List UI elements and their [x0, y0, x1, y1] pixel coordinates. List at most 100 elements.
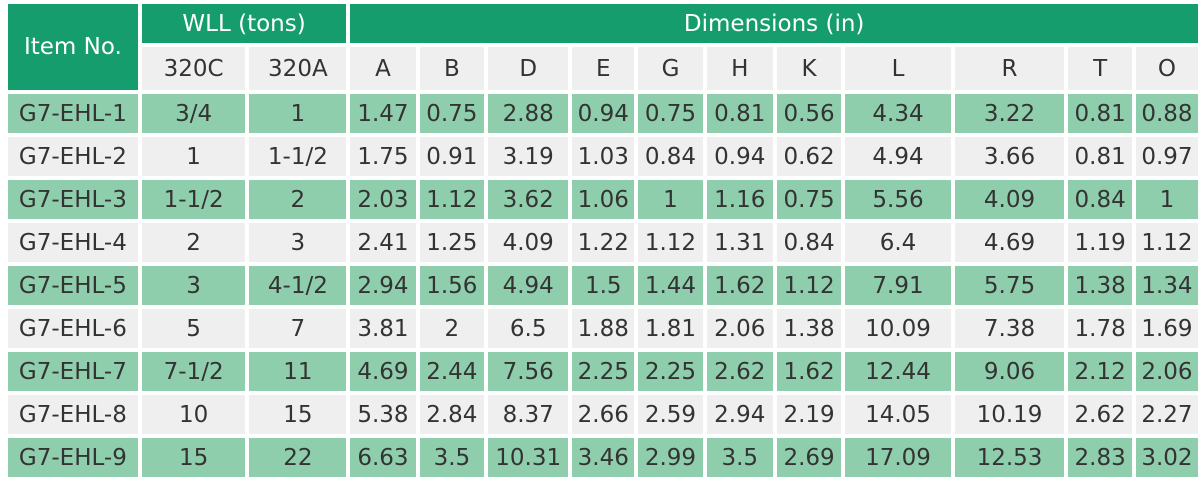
table-body: G7-EHL-1 3/4 1 1.47 0.75 2.88 0.94 0.75 0.81 0.56…	[8, 94, 1198, 477]
dimension-cell: 4.94	[845, 137, 951, 180]
dimension-cell: 4.94	[488, 266, 569, 309]
item-no-cell: G7-EHL-1	[8, 94, 138, 137]
dimension-cell: 6.63	[350, 438, 416, 477]
dimension-cell: 4.09	[488, 223, 569, 266]
table-row: G7-EHL-1 3/4 1 1.47 0.75 2.88 0.94 0.75 0.81 0.56…	[8, 94, 1198, 137]
dimension-cell: 4.34	[845, 94, 951, 137]
dimension-cell: 3.62	[488, 180, 569, 223]
dimension-cell: 0.84	[638, 137, 703, 180]
dimension-cell: 0.84	[776, 223, 842, 266]
table-row: G7-EHL-7 7-1/2 11 4.69 2.44 7.56 2.25 2.25 2.62 1…	[8, 352, 1198, 395]
dimension-cell: 5.38	[350, 395, 416, 438]
dimension-cell: 1	[1135, 180, 1198, 223]
table-row: G7-EHL-5 3 4-1/2 2.94 1.56 4.94 1.5 1.44 1.62 1.1…	[8, 266, 1198, 309]
wll-320a-cell: 3	[249, 223, 347, 266]
dimension-cell: 2.94	[350, 266, 416, 309]
table-row: G7-EHL-8 10 15 5.38 2.84 8.37 2.66 2.59 2.94 2.19…	[8, 395, 1198, 438]
dimension-cell: 1.22	[572, 223, 635, 266]
dimension-cell: 1.75	[350, 137, 416, 180]
dimension-cell: 3.5	[419, 438, 485, 477]
dimension-cell: 0.94	[706, 137, 773, 180]
dimension-cell: 0.75	[776, 180, 842, 223]
dimension-cell: 1.12	[638, 223, 703, 266]
wll-320c-cell: 10	[141, 395, 246, 438]
table-row: G7-EHL-4 2 3 2.41 1.25 4.09 1.22 1.12 1.31 0.84 6.…	[8, 223, 1198, 266]
dimension-cell: 7.56	[488, 352, 569, 395]
dim-col-header: B	[419, 47, 485, 94]
wll-320c-cell: 1	[141, 137, 246, 180]
wll-col-header: 320C	[141, 47, 246, 94]
wll-320a-cell: 2	[249, 180, 347, 223]
dim-col-header: K	[776, 47, 842, 94]
dimension-cell: 3.22	[954, 94, 1065, 137]
item-no-cell: G7-EHL-2	[8, 137, 138, 180]
dimension-cell: 1.44	[638, 266, 703, 309]
dimension-cell: 2.12	[1068, 352, 1132, 395]
dimension-cell: 17.09	[845, 438, 951, 477]
dimension-cell: 0.75	[638, 94, 703, 137]
dimension-cell: 1.31	[706, 223, 773, 266]
dimension-cell: 10.19	[954, 395, 1065, 438]
dimension-cell: 3.81	[350, 309, 416, 352]
dimension-cell: 1.81	[638, 309, 703, 352]
dimension-cell: 7.91	[845, 266, 951, 309]
dimension-cell: 1.34	[1135, 266, 1198, 309]
item-no-cell: G7-EHL-5	[8, 266, 138, 309]
dimension-cell: 4.09	[954, 180, 1065, 223]
dimension-cell: 1.38	[1068, 266, 1132, 309]
dimension-cell: 2.25	[572, 352, 635, 395]
dimension-cell: 2.83	[1068, 438, 1132, 477]
dim-col-header: G	[638, 47, 703, 94]
dimension-cell: 1.19	[1068, 223, 1132, 266]
dimension-cell: 1.12	[1135, 223, 1198, 266]
dimension-cell: 0.56	[776, 94, 842, 137]
dimension-cell: 1.88	[572, 309, 635, 352]
dimension-cell: 1.5	[572, 266, 635, 309]
dimension-cell: 0.94	[572, 94, 635, 137]
table-row: G7-EHL-6 5 7 3.81 2 6.5 1.88 1.81 2.06 1.38 10.09 7…	[8, 309, 1198, 352]
table-row: G7-EHL-9 15 22 6.63 3.5 10.31 3.46 2.99 3.5 2.69 1…	[8, 438, 1198, 477]
dimension-cell: 3.46	[572, 438, 635, 477]
dimension-cell: 5.75	[954, 266, 1065, 309]
dimension-cell: 1.62	[776, 352, 842, 395]
item-no-cell: G7-EHL-9	[8, 438, 138, 477]
dimension-cell: 2.62	[1068, 395, 1132, 438]
dimension-cell: 2.27	[1135, 395, 1198, 438]
table-row: G7-EHL-2 1 1-1/2 1.75 0.91 3.19 1.03 0.84 0.94 0.…	[8, 137, 1198, 180]
wll-320a-cell: 4-1/2	[249, 266, 347, 309]
dimension-cell: 0.81	[1068, 137, 1132, 180]
wll-320a-cell: 15	[249, 395, 347, 438]
item-no-cell: G7-EHL-4	[8, 223, 138, 266]
dimension-cell: 2.62	[706, 352, 773, 395]
item-no-cell: G7-EHL-7	[8, 352, 138, 395]
item-no-header: Item No.	[8, 4, 138, 94]
table-row: G7-EHL-3 1-1/2 2 2.03 1.12 3.62 1.06 1 1.16 0.75 5…	[8, 180, 1198, 223]
dimension-cell: 9.06	[954, 352, 1065, 395]
dimension-cell: 1.56	[419, 266, 485, 309]
dimension-cell: 3.02	[1135, 438, 1198, 477]
dimension-cell: 2.84	[419, 395, 485, 438]
wll-320a-cell: 22	[249, 438, 347, 477]
dimension-cell: 1.38	[776, 309, 842, 352]
dim-col-header: D	[488, 47, 569, 94]
wll-320a-cell: 11	[249, 352, 347, 395]
dimension-cell: 14.05	[845, 395, 951, 438]
dimension-cell: 2.59	[638, 395, 703, 438]
dimension-cell: 3.19	[488, 137, 569, 180]
dimension-cell: 10.31	[488, 438, 569, 477]
dimension-cell: 10.09	[845, 309, 951, 352]
wll-header: WLL (tons)	[141, 4, 347, 47]
dimension-cell: 1.78	[1068, 309, 1132, 352]
wll-320a-cell: 1-1/2	[249, 137, 347, 180]
wll-320c-cell: 7-1/2	[141, 352, 246, 395]
dimension-cell: 0.62	[776, 137, 842, 180]
dimension-cell: 2.99	[638, 438, 703, 477]
item-no-cell: G7-EHL-8	[8, 395, 138, 438]
dim-col-header: O	[1135, 47, 1198, 94]
dimension-cell: 1.25	[419, 223, 485, 266]
dimension-cell: 1.03	[572, 137, 635, 180]
dimension-cell: 2.41	[350, 223, 416, 266]
dimension-cell: 4.69	[350, 352, 416, 395]
dim-col-header: L	[845, 47, 951, 94]
